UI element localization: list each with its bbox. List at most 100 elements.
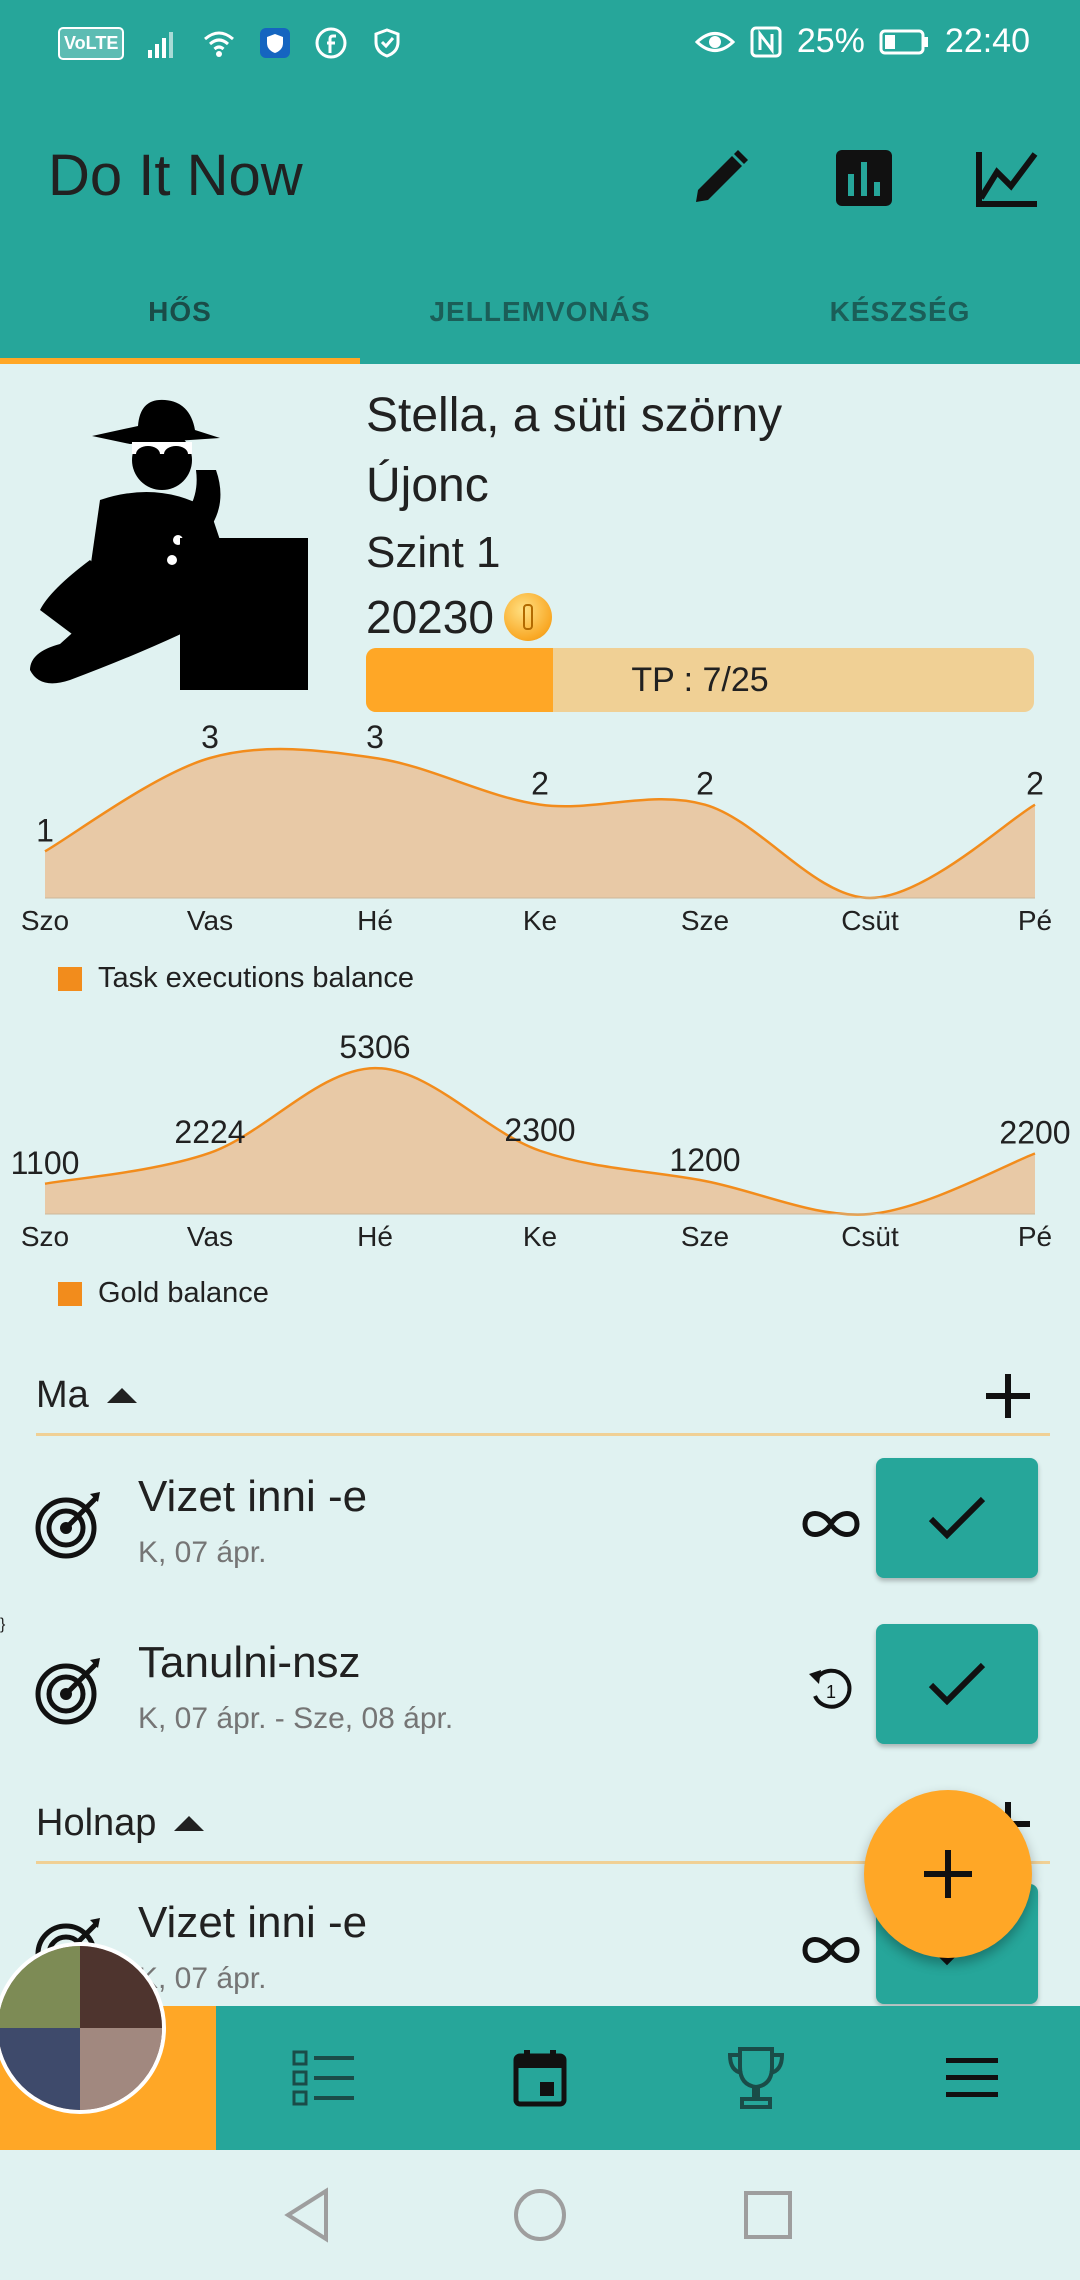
bar-chart-icon <box>836 150 892 206</box>
section-today-label: Ma <box>36 1374 89 1416</box>
nav-tasks[interactable] <box>216 2006 432 2150</box>
gold-balance-chart: 1100 2224 5306 2300 1200 2200 Szo Vas Hé Ke Sze Csü… <box>0 1028 1080 1268</box>
x-tick-label: Pé <box>1018 1221 1052 1252</box>
menu-icon <box>946 2058 998 2097</box>
collapse-arrow-icon <box>174 1816 205 1831</box>
x-tick-label: Hé <box>357 905 393 936</box>
data-label: 2 <box>1026 766 1044 802</box>
gold-amount: 20230 <box>366 591 494 643</box>
recents-button[interactable] <box>733 2180 803 2250</box>
facebook-icon <box>315 27 347 59</box>
x-tick-label: Hé <box>357 1221 393 1252</box>
battery-icon <box>879 29 928 54</box>
data-label: 2224 <box>174 1114 245 1150</box>
avatar-photo <box>80 2028 162 2110</box>
x-tick-label: Csüt <box>841 905 899 936</box>
avatar[interactable] <box>0 1942 166 2114</box>
infinity-icon <box>796 1920 866 1980</box>
legend-swatch <box>58 1281 82 1306</box>
task-executions-chart: 1 3 3 2 2 2 Szo Vas Hé Ke Sze Csüt Pé <box>0 712 1080 952</box>
chart1-legend: Task executions balance <box>58 962 414 995</box>
line-chart-icon <box>976 152 1038 207</box>
legend-label: Gold balance <box>98 1277 269 1309</box>
security-icon <box>374 28 400 58</box>
avatar-photo <box>80 1946 162 2028</box>
nav-calendar[interactable] <box>432 2006 648 2150</box>
task-date: K, 07 ápr. <box>138 1536 267 1569</box>
data-label: 1 <box>36 812 54 848</box>
trophy-icon <box>727 2047 785 2109</box>
system-navigation-bar <box>0 2150 1080 2280</box>
checkmark-icon <box>928 1496 986 1540</box>
checkmark-icon <box>928 1662 986 1706</box>
tab-skills[interactable]: KÉSZSÉG <box>829 296 971 327</box>
data-label: 1200 <box>669 1142 740 1178</box>
legend-swatch <box>58 966 82 991</box>
task-title: Tanulni-nsz <box>138 1638 361 1687</box>
hero-avatar-image <box>30 399 308 690</box>
data-label: 2300 <box>504 1112 575 1148</box>
repeat-once-icon: 1 <box>796 1660 866 1720</box>
complete-task-button[interactable] <box>876 1624 1038 1744</box>
gold-coin-icon <box>503 593 552 641</box>
tp-progress-bar: TP : 7/25 <box>366 648 1034 712</box>
task-row[interactable]: Tanulni-nsz K, 07 ápr. - Sze, 08 ápr. 1 … <box>0 1616 1080 1766</box>
hero-gold: 20230 <box>366 590 552 644</box>
x-tick-label: Ke <box>523 1221 557 1252</box>
series-area <box>45 749 1035 898</box>
home-button[interactable] <box>505 2180 575 2250</box>
edit-button[interactable] <box>684 142 756 214</box>
task-row[interactable]: Vizet inni -e K, 07 ápr. <box>0 1450 1080 1600</box>
battery-percent: 25% <box>796 22 865 60</box>
target-icon <box>35 1492 100 1559</box>
nav-achievements[interactable] <box>648 2006 864 2150</box>
eye-icon <box>694 31 735 52</box>
x-tick-label: Sze <box>681 905 729 936</box>
legend-label: Task executions balance <box>98 962 414 994</box>
tab-traits[interactable]: JELLEMVONÁS <box>429 296 651 327</box>
chart2-legend: Gold balance <box>58 1277 269 1310</box>
add-task-today-icon[interactable] <box>980 1368 1036 1424</box>
nfc-icon <box>750 26 782 57</box>
task-title: Vizet inni -e <box>138 1472 368 1521</box>
app-bar: Do It Now <box>0 92 1080 260</box>
section-tomorrow-toggle[interactable]: Holnap <box>36 1802 205 1845</box>
section-today-toggle[interactable]: Ma <box>36 1374 137 1417</box>
x-tick-label: Pé <box>1018 905 1052 936</box>
status-bar: VoLTE 25% 22:40 <box>0 0 1080 92</box>
hero-rank: Újonc <box>366 459 489 512</box>
wifi-icon <box>204 31 235 57</box>
avatar-photo <box>0 1946 80 2028</box>
task-title: Vizet inni -e <box>138 1898 368 1947</box>
nav-menu[interactable] <box>864 2006 1080 2150</box>
tp-progress-label: TP : 7/25 <box>631 660 769 699</box>
back-triangle-icon <box>284 2187 328 2243</box>
x-tick-label: Csüt <box>841 1221 899 1252</box>
back-button[interactable] <box>272 2180 342 2250</box>
x-tick-label: Vas <box>187 1221 233 1252</box>
target-icon <box>35 1658 100 1725</box>
trend-button[interactable] <box>972 142 1044 214</box>
volte-indicator: VoLTE <box>58 26 125 60</box>
data-label: 2 <box>696 766 714 802</box>
complete-task-button[interactable] <box>876 1458 1038 1578</box>
repeat-count: 1 <box>826 1682 836 1702</box>
task-executions-chart-svg: 1 3 3 2 2 2 Szo Vas Hé Ke Sze Csüt Pé <box>21 719 1052 936</box>
statistics-button[interactable] <box>828 142 900 214</box>
shield-app-icon <box>260 28 291 58</box>
clock: 22:40 <box>944 22 1030 60</box>
edit-icon <box>696 150 748 202</box>
hero-level: Szint 1 <box>366 528 501 577</box>
data-label: 2200 <box>999 1115 1070 1151</box>
x-tick-label: Sze <box>681 1221 729 1252</box>
data-label: 2 <box>531 766 549 802</box>
collapse-arrow-icon <box>106 1388 137 1403</box>
list-icon <box>292 2050 354 2106</box>
gold-balance-chart-svg: 1100 2224 5306 2300 1200 2200 Szo Vas Hé Ke Sze Csü… <box>11 1029 1071 1252</box>
add-task-fab[interactable] <box>864 1790 1032 1958</box>
task-date: K, 07 ápr. - Sze, 08 ápr. <box>138 1702 454 1735</box>
home-circle-icon <box>514 2189 566 2241</box>
tab-hero[interactable]: HŐS <box>0 260 360 364</box>
tp-progress-fill <box>366 648 554 712</box>
tab-bar: HŐS JELLEMVONÁS KÉSZSÉG <box>0 260 1080 364</box>
